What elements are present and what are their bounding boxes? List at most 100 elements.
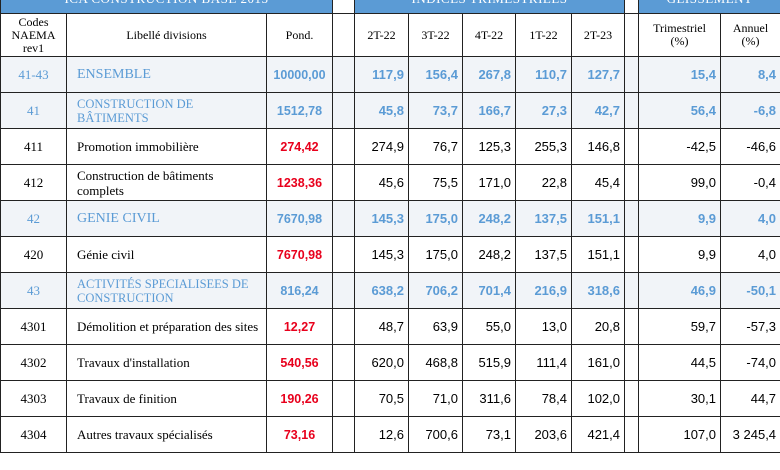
col-gap (624, 308, 640, 345)
row-index-value: 166,7 (462, 92, 516, 129)
col-gap (332, 13, 355, 57)
row-index-value: 421,4 (570, 416, 626, 453)
col-gap (624, 164, 640, 201)
row-pond: 274,42 (266, 128, 333, 165)
row-code: 4303 (0, 380, 67, 417)
row-pond: 10000,00 (266, 56, 333, 93)
row-index-value: 175,0 (408, 236, 463, 273)
row-glissement-annuel: -0,4 (720, 164, 780, 201)
row-index-value: 63,9 (408, 308, 463, 345)
row-index-value: 45,8 (354, 92, 409, 129)
row-glissement-annuel: 44,7 (720, 380, 780, 417)
row-pond: 7670,98 (266, 236, 333, 273)
row-index-value: 151,1 (570, 236, 626, 273)
group-title-ica: ICA CONSTRUCTION BASE 2015 (0, 0, 333, 14)
table-row: 4302 Travaux d'installation 540,56 620,0 468… (0, 344, 780, 381)
row-glissement-trimestriel: 59,7 (638, 308, 722, 345)
col-header-period: 4T-22 (462, 13, 516, 57)
table-row: 411 Promotion immobilière 274,42 274,9 76,7 1… (0, 128, 780, 165)
row-index-value: 145,3 (354, 200, 409, 237)
row-glissement-trimestriel: 56,4 (638, 92, 722, 129)
row-index-value: 48,7 (354, 308, 409, 345)
row-glissement-annuel: 8,4 (720, 56, 780, 93)
col-gap (624, 380, 640, 417)
header-gap (332, 0, 355, 14)
row-index-value: 55,0 (462, 308, 516, 345)
row-index-value: 318,6 (570, 272, 626, 309)
row-code: 43 (0, 272, 67, 309)
col-header-period: 2T-22 (354, 13, 409, 57)
col-gap (624, 416, 640, 453)
row-code: 4302 (0, 344, 67, 381)
table-row: 41-43 ENSEMBLE 10000,00 117,9 156,4 267,8 110,… (0, 56, 780, 93)
row-index-value: 311,6 (462, 380, 516, 417)
row-index-value: 102,0 (570, 380, 626, 417)
row-glissement-trimestriel: -42,5 (638, 128, 722, 165)
row-index-value: 137,5 (515, 200, 572, 237)
col-header-pond: Pond. (266, 13, 333, 57)
table-row: 4303 Travaux de finition 190,26 70,5 71,0 311… (0, 380, 780, 417)
row-code: 41-43 (0, 56, 67, 93)
col-gap (332, 236, 355, 273)
row-glissement-trimestriel: 15,4 (638, 56, 722, 93)
row-code: 4304 (0, 416, 67, 453)
row-index-value: 20,8 (570, 308, 626, 345)
group-title-glissement: GLISSEMENT (638, 0, 780, 14)
row-code: 41 (0, 92, 67, 129)
col-gap (624, 344, 640, 381)
row-glissement-annuel: 3 245,4 (720, 416, 780, 453)
row-index-value: 76,7 (408, 128, 463, 165)
row-index-value: 42,7 (570, 92, 626, 129)
row-index-value: 70,5 (354, 380, 409, 417)
row-label: Démolition et préparation des sites (66, 308, 267, 345)
row-index-value: 468,8 (408, 344, 463, 381)
row-index-value: 12,6 (354, 416, 409, 453)
col-gap (332, 308, 355, 345)
row-index-value: 171,0 (462, 164, 516, 201)
col-gap (332, 92, 355, 129)
table-row: 42 GENIE CIVIL 7670,98 145,3 175,0 248,2 137,5… (0, 200, 780, 237)
col-header-period: 3T-22 (408, 13, 463, 57)
row-glissement-annuel: 4,0 (720, 200, 780, 237)
row-glissement-annuel: 4,0 (720, 236, 780, 273)
col-gap (332, 164, 355, 201)
row-index-value: 274,9 (354, 128, 409, 165)
col-gap (624, 200, 640, 237)
row-pond: 190,26 (266, 380, 333, 417)
row-pond: 12,27 (266, 308, 333, 345)
row-index-value: 71,0 (408, 380, 463, 417)
row-index-value: 125,3 (462, 128, 516, 165)
header-group-row: ICA CONSTRUCTION BASE 2015 INDICES TRIME… (0, 0, 780, 14)
col-gap (332, 416, 355, 453)
row-index-value: 701,4 (462, 272, 516, 309)
row-index-value: 137,5 (515, 236, 572, 273)
row-label: Travaux d'installation (66, 344, 267, 381)
row-index-value: 146,8 (570, 128, 626, 165)
row-index-value: 110,7 (515, 56, 572, 93)
row-index-value: 13,0 (515, 308, 572, 345)
row-glissement-trimestriel: 46,9 (638, 272, 722, 309)
row-index-value: 78,4 (515, 380, 572, 417)
row-index-value: 127,7 (570, 56, 626, 93)
row-glissement-trimestriel: 30,1 (638, 380, 722, 417)
row-pond: 816,24 (266, 272, 333, 309)
table-row: 420 Génie civil 7670,98 145,3 175,0 248,2 137,… (0, 236, 780, 273)
row-index-value: 73,1 (462, 416, 516, 453)
col-gap (624, 92, 640, 129)
row-label: CONSTRUCTION DE BÂTIMENTS (66, 92, 267, 129)
row-code: 42 (0, 200, 67, 237)
row-glissement-annuel: -6,8 (720, 92, 780, 129)
row-index-value: 117,9 (354, 56, 409, 93)
row-glissement-trimestriel: 44,5 (638, 344, 722, 381)
row-pond: 73,16 (266, 416, 333, 453)
header-gap (624, 0, 640, 14)
row-index-value: 700,6 (408, 416, 463, 453)
row-index-value: 22,8 (515, 164, 572, 201)
row-glissement-trimestriel: 9,9 (638, 236, 722, 273)
col-header-period: 2T-23 (570, 13, 626, 57)
row-index-value: 151,1 (570, 200, 626, 237)
row-index-value: 203,6 (515, 416, 572, 453)
row-index-value: 515,9 (462, 344, 516, 381)
row-index-value: 161,0 (570, 344, 626, 381)
